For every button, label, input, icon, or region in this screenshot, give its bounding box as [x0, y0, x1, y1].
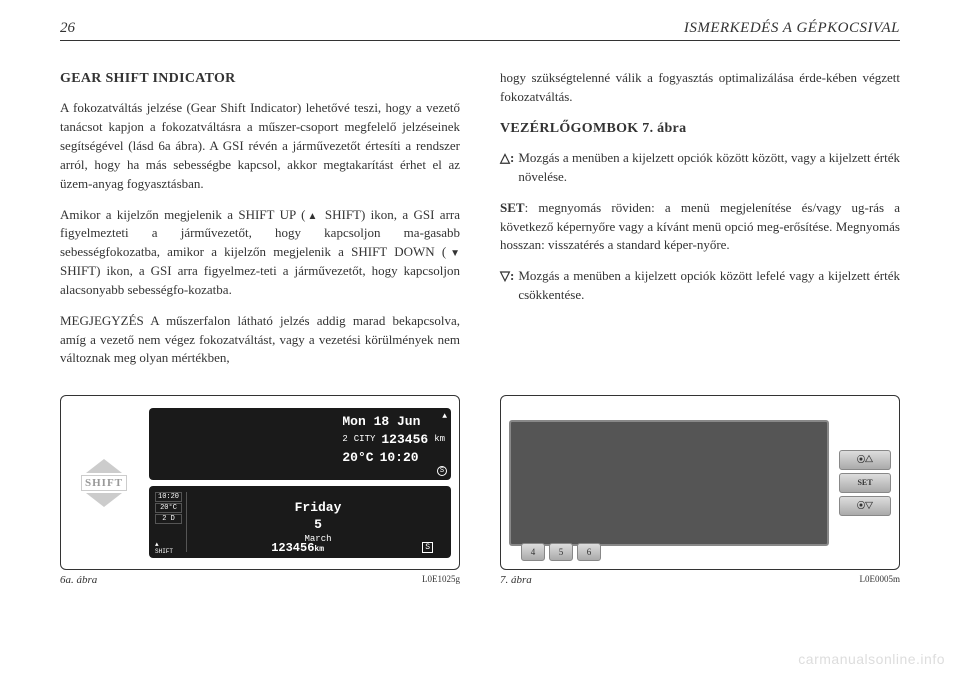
def-up-text: Mozgás a menüben a kijelzett opciók közö… — [518, 149, 900, 187]
shift-arrow-up-icon — [86, 459, 122, 473]
def-down-text: Mozgás a menüben a kijelzett opciók közö… — [518, 267, 900, 305]
def-up: △: Mozgás a menüben a kijelzett opciók k… — [500, 149, 900, 187]
section-title: ISMERKEDÉS A GÉPKOCSIVAL — [684, 20, 900, 37]
paragraph-2: Amikor a kijelzőn megjelenik a SHIFT UP … — [60, 206, 460, 300]
heading-controls: VEZÉRLŐGOMBOK 7. ábra — [500, 119, 900, 139]
para2-pre: Amikor a kijelzőn megjelenik a SHIFT UP … — [60, 207, 305, 222]
shift-label: SHIFT — [81, 475, 127, 491]
shift-arrow-down-icon — [86, 493, 122, 507]
lower-temp: 20°C — [155, 503, 182, 513]
def-set-text: : megnyomás röviden: a menü megjelenítés… — [500, 200, 900, 253]
page-number: 26 — [60, 20, 75, 37]
def-down: ▽: Mozgás a menüben a kijelzett opciók k… — [500, 267, 900, 305]
lower-odo-row: 123456km — [271, 541, 324, 555]
figure-6a-frame: SHIFT Mon 18 Jun 2 CITY 123456 km — [60, 395, 460, 570]
lower-day: Friday — [295, 500, 342, 515]
para2-mid2: SHIFT) ikon, a GSI arra figyelmez-teti a… — [60, 263, 460, 297]
figure-6a-caption: 6a. ábra L0E1025g — [60, 574, 460, 586]
control-up-button: ⦿△ — [839, 450, 891, 470]
code-7: L0E0005m — [860, 574, 901, 586]
code-6a: L0E1025g — [422, 574, 460, 586]
num-btn-5: 5 — [549, 543, 573, 561]
upper-row3: 20°C 10:20 — [342, 450, 445, 465]
figure-7-frame: ⦿△ SET ⦿▽ 4 5 6 — [500, 395, 900, 570]
lower-shift-label: SHIFT — [155, 548, 173, 555]
heading-gear-shift: GEAR SHIFT INDICATOR — [60, 69, 460, 89]
figure-6a: SHIFT Mon 18 Jun 2 CITY 123456 km — [60, 395, 460, 586]
caption-7: 7. ábra — [500, 574, 532, 586]
lower-gear-row: 2 D — [155, 514, 182, 524]
triangle-up-icon — [305, 207, 319, 222]
def-up-symbol: △: — [500, 149, 514, 187]
upper-display: Mon 18 Jun 2 CITY 123456 km 20°C 10:20 — [149, 408, 451, 480]
upper-city: CITY — [354, 434, 376, 444]
paragraph-cont: hogy szükségtelenné válik a fogyasztás o… — [500, 69, 900, 107]
def-set: SET: megnyomás röviden: a menü megjelení… — [500, 199, 900, 256]
lower-bottom: ▲SHIFT 123456km S — [155, 541, 433, 555]
lower-time: 10:20 — [155, 492, 182, 502]
left-column: GEAR SHIFT INDICATOR A fokozatváltás jel… — [60, 69, 460, 380]
num-btn-4: 4 — [521, 543, 545, 561]
lower-display: 10:20 20°C 2 D Friday 5 March ▲SHIFT 123… — [149, 486, 451, 558]
displays: Mon 18 Jun 2 CITY 123456 km 20°C 10:20 — [149, 408, 451, 558]
num-btn-6: 6 — [577, 543, 601, 561]
paragraph-1: A fokozatváltás jelzése (Gear Shift Indi… — [60, 99, 460, 193]
upper-date: Mon 18 Jun — [342, 414, 445, 429]
shift-indicator: SHIFT — [69, 459, 139, 507]
right-column: hogy szükségtelenné válik a fogyasztás o… — [500, 69, 900, 380]
paragraph-3: MEGJEGYZÉS A műszerfalon látható jelzés … — [60, 312, 460, 369]
triangle-down-icon — [446, 244, 460, 259]
fig6a-content: SHIFT Mon 18 Jun 2 CITY 123456 km — [69, 404, 451, 561]
lower-datenum: 5 — [314, 517, 322, 532]
s-icon: S — [437, 466, 447, 476]
fig7-numbers: 4 5 6 — [521, 543, 601, 561]
upper-temp: 20°C — [342, 450, 373, 465]
caption-6a: 6a. ábra — [60, 574, 97, 586]
fig7-display — [509, 420, 829, 546]
content-area: GEAR SHIFT INDICATOR A fokozatváltás jel… — [60, 69, 900, 380]
upper-content: Mon 18 Jun 2 CITY 123456 km 20°C 10:20 — [342, 414, 445, 474]
figure-7-caption: 7. ábra L0E0005m — [500, 574, 900, 586]
watermark: carmanualsonline.info — [798, 651, 945, 667]
upper-row2: 2 CITY 123456 km — [342, 432, 445, 447]
upper-time: 10:20 — [380, 450, 419, 465]
control-set-button: SET — [839, 473, 891, 493]
fig7-content: ⦿△ SET ⦿▽ 4 5 6 — [509, 404, 891, 561]
lower-s-icon: S — [422, 542, 433, 553]
upper-unit: km — [434, 434, 445, 444]
def-set-symbol: SET — [500, 200, 525, 215]
upper-gear: 2 — [342, 434, 347, 444]
def-down-symbol: ▽: — [500, 267, 514, 305]
upper-odo: 123456 — [381, 432, 428, 447]
fig7-buttons: ⦿△ SET ⦿▽ — [839, 450, 891, 516]
figures-row: SHIFT Mon 18 Jun 2 CITY 123456 km — [0, 395, 960, 586]
figure-7: ⦿△ SET ⦿▽ 4 5 6 7. ábra L0E0005m — [500, 395, 900, 586]
arrow-up-icon: ▲ — [442, 412, 447, 421]
control-down-button: ⦿▽ — [839, 496, 891, 516]
page-header: 26 ISMERKEDÉS A GÉPKOCSIVAL — [60, 20, 900, 41]
